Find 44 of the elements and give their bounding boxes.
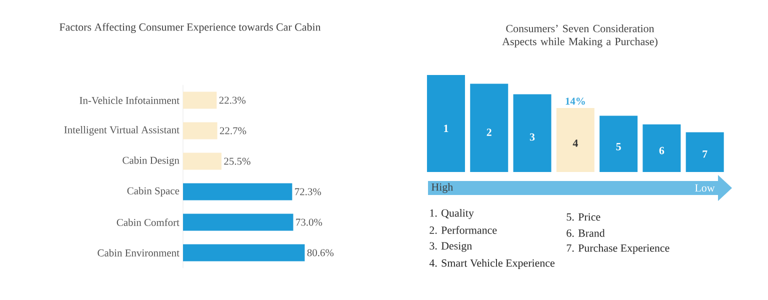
text: 1. Quality: [430, 209, 474, 219]
bar: [556, 108, 594, 172]
bar: [470, 84, 508, 172]
data-label: 80.6%: [307, 249, 334, 256]
data-label: 14%: [566, 98, 585, 105]
data-label: 22.3%: [219, 96, 246, 104]
x-tick-label: 1: [444, 124, 448, 132]
text: 6. Brand: [566, 229, 605, 237]
y-tick-label: Cabin Design: [122, 156, 180, 166]
data-label: 72.3%: [295, 188, 322, 196]
y-tick-label: In-Vehicle Infotainment: [80, 96, 180, 104]
bar: [600, 116, 638, 172]
bar: [426, 74, 465, 172]
y-tick-label: Intelligent Virtual Assistant: [64, 126, 180, 136]
y-tick-label: Cabin Comfort: [116, 218, 180, 226]
x-tick-label: 7: [702, 150, 708, 158]
text: 2. Performance: [430, 226, 497, 234]
text: 7. Purchase Experience: [566, 244, 670, 254]
bar: [183, 92, 217, 109]
bar: [183, 244, 305, 262]
bar: [183, 152, 222, 170]
bar: [183, 122, 218, 140]
text: 3. Design: [430, 242, 472, 252]
y-tick-label: Cabin Space: [127, 187, 180, 196]
y-tick-label: Cabin Environment: [98, 249, 180, 256]
x-tick-label: 6: [659, 146, 664, 154]
x-tick-label: 3: [530, 133, 535, 141]
chart-title: Factors Affecting Consumer Experience towards Car Cabin: [60, 22, 321, 34]
bar: [513, 94, 552, 172]
bar: [183, 183, 292, 200]
x-tick-label: 4: [572, 140, 578, 147]
bar: [642, 124, 681, 172]
bar: [686, 132, 724, 172]
x-tick-label: 5: [616, 143, 621, 150]
data-label: 22.7%: [220, 127, 246, 134]
x-tick-label: 2: [486, 128, 492, 136]
chart-title: Consumers’ Seven Consideration Aspects while Making a Purchase): [502, 24, 658, 48]
data-label: 25.5%: [224, 158, 250, 165]
data-label: 73.0%: [296, 218, 322, 226]
text: 5. Price: [566, 213, 600, 221]
text: 4. Smart Vehicle Experience: [429, 259, 555, 269]
bar: [183, 214, 294, 231]
text: Low: [695, 184, 715, 192]
text: High: [432, 183, 453, 193]
